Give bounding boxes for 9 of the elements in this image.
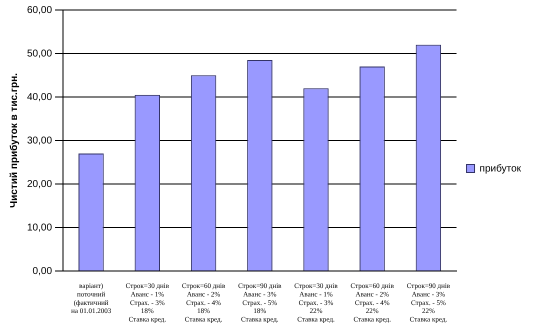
y-axis-title: Чистий прибуток в тис.грн. xyxy=(8,72,20,208)
y-tick-label: 50,00 xyxy=(26,48,52,60)
y-tick-label: 0,00 xyxy=(32,266,52,277)
y-tick-label: 40,00 xyxy=(26,92,52,103)
y-tick-label: 60,00 xyxy=(26,4,52,16)
y-tick-label: 20,00 xyxy=(26,178,52,190)
legend-label: прибуток xyxy=(480,163,522,174)
y-tick-label: 30,00 xyxy=(26,135,52,146)
y-tick-label: 10,00 xyxy=(26,222,52,234)
